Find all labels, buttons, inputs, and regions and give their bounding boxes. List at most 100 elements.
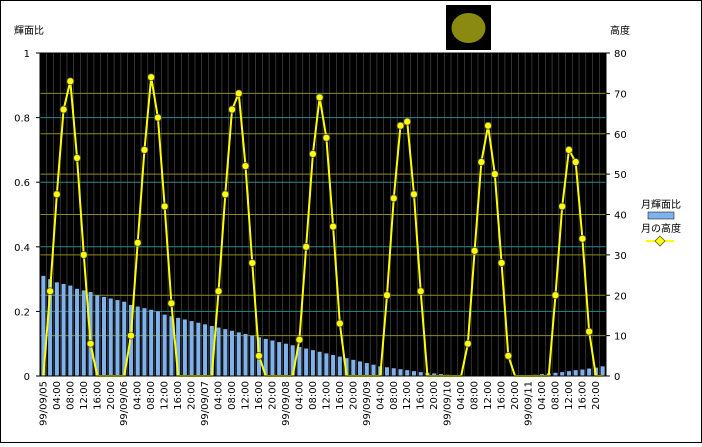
y2-tick-label: 20 [614,291,627,302]
line-marker [404,118,411,125]
x-tick-label: 99/09/11 [524,381,535,426]
x-tick-label: 04:00 [294,381,305,410]
x-tick-label: 04:00 [375,381,386,410]
x-tick-label: 16:00 [497,381,508,410]
y2-tick-label: 30 [614,251,627,262]
x-tick-label: 99/09/05 [38,381,49,426]
line-marker [161,203,168,210]
line-marker [47,288,54,295]
line-marker [498,259,505,266]
x-tick-label: 08:00 [65,381,76,410]
y2-axis-title: 高度 [610,24,630,37]
x-tick-label: 08:00 [227,381,238,410]
bar [358,361,362,376]
x-tick-label: 08:00 [470,381,481,410]
bar [62,284,66,376]
line-marker [303,243,310,250]
bar [365,363,369,376]
line-marker [316,94,323,101]
bar [574,370,578,376]
line-marker [309,150,316,157]
bar [372,365,376,376]
line-marker [565,146,572,153]
bar [115,300,119,376]
line-marker [397,122,404,129]
line-marker [572,159,579,166]
x-tick-label: 12:00 [402,381,413,410]
line-marker [80,251,87,258]
bar [284,344,288,376]
bar [68,286,72,376]
line-marker [417,288,424,295]
x-tick-label: 16:00 [577,381,588,410]
line-marker [60,106,67,113]
line-marker [478,159,485,166]
bar [338,357,342,376]
y-tick-label: 0.4 [14,243,30,254]
y2-tick-label: 70 [614,89,627,100]
bar [385,367,389,376]
line-marker [410,191,417,198]
bar [304,349,308,376]
x-tick-label: 99/09/08 [281,381,292,426]
line-marker [464,340,471,347]
x-tick-label: 20:00 [187,381,198,410]
bar [331,355,335,376]
y2-tick-label: 0 [614,372,620,383]
y2-tick-label: 40 [614,211,627,222]
x-tick-label: 12:00 [160,381,171,410]
bar [412,371,416,376]
line-marker [491,171,498,178]
bar [324,353,328,376]
bar [587,369,591,376]
bar [163,315,167,376]
x-tick-label: 04:00 [456,381,467,410]
line-marker [485,122,492,129]
x-tick-label: 16:00 [254,381,265,410]
bar [102,297,106,376]
x-tick-label: 08:00 [389,381,400,410]
line-marker [559,203,566,210]
line-marker [384,292,391,299]
bar [311,350,315,376]
line-marker [390,195,397,202]
x-tick-label: 99/09/10 [443,381,454,426]
y-axis-title: 輝面比 [14,25,44,37]
bar [243,334,247,376]
bar [109,298,113,376]
bar [405,370,409,376]
y2-tick-label: 10 [614,332,627,343]
x-tick-label: 99/09/06 [119,381,130,426]
bar [183,319,187,376]
bar [230,331,234,376]
line-marker [53,191,60,198]
line-marker [296,336,303,343]
bar [196,323,200,376]
line-marker [67,78,74,85]
line-marker [336,320,343,327]
x-tick-label: 08:00 [146,381,157,410]
line-marker [222,191,229,198]
line-marker [74,154,81,161]
bar [277,342,281,376]
x-tick-label: 20:00 [429,381,440,410]
x-tick-label: 16:00 [92,381,103,410]
line-marker [154,114,161,121]
legend-label: 月輝面比 [641,199,681,211]
bar [560,372,564,376]
x-tick-label: 16:00 [335,381,346,410]
line-marker [148,74,155,81]
x-tick-label: 20:00 [267,381,278,410]
x-tick-label: 04:00 [537,381,548,410]
y-tick-label: 0.8 [14,114,30,125]
bar [351,360,355,376]
y-tick-label: 0.6 [14,178,30,189]
y2-tick-label: 80 [614,49,627,60]
y2-tick-label: 60 [614,130,627,141]
x-tick-label: 12:00 [79,381,90,410]
line-marker [141,146,148,153]
x-tick-label: 08:00 [308,381,319,410]
bar [156,311,160,376]
